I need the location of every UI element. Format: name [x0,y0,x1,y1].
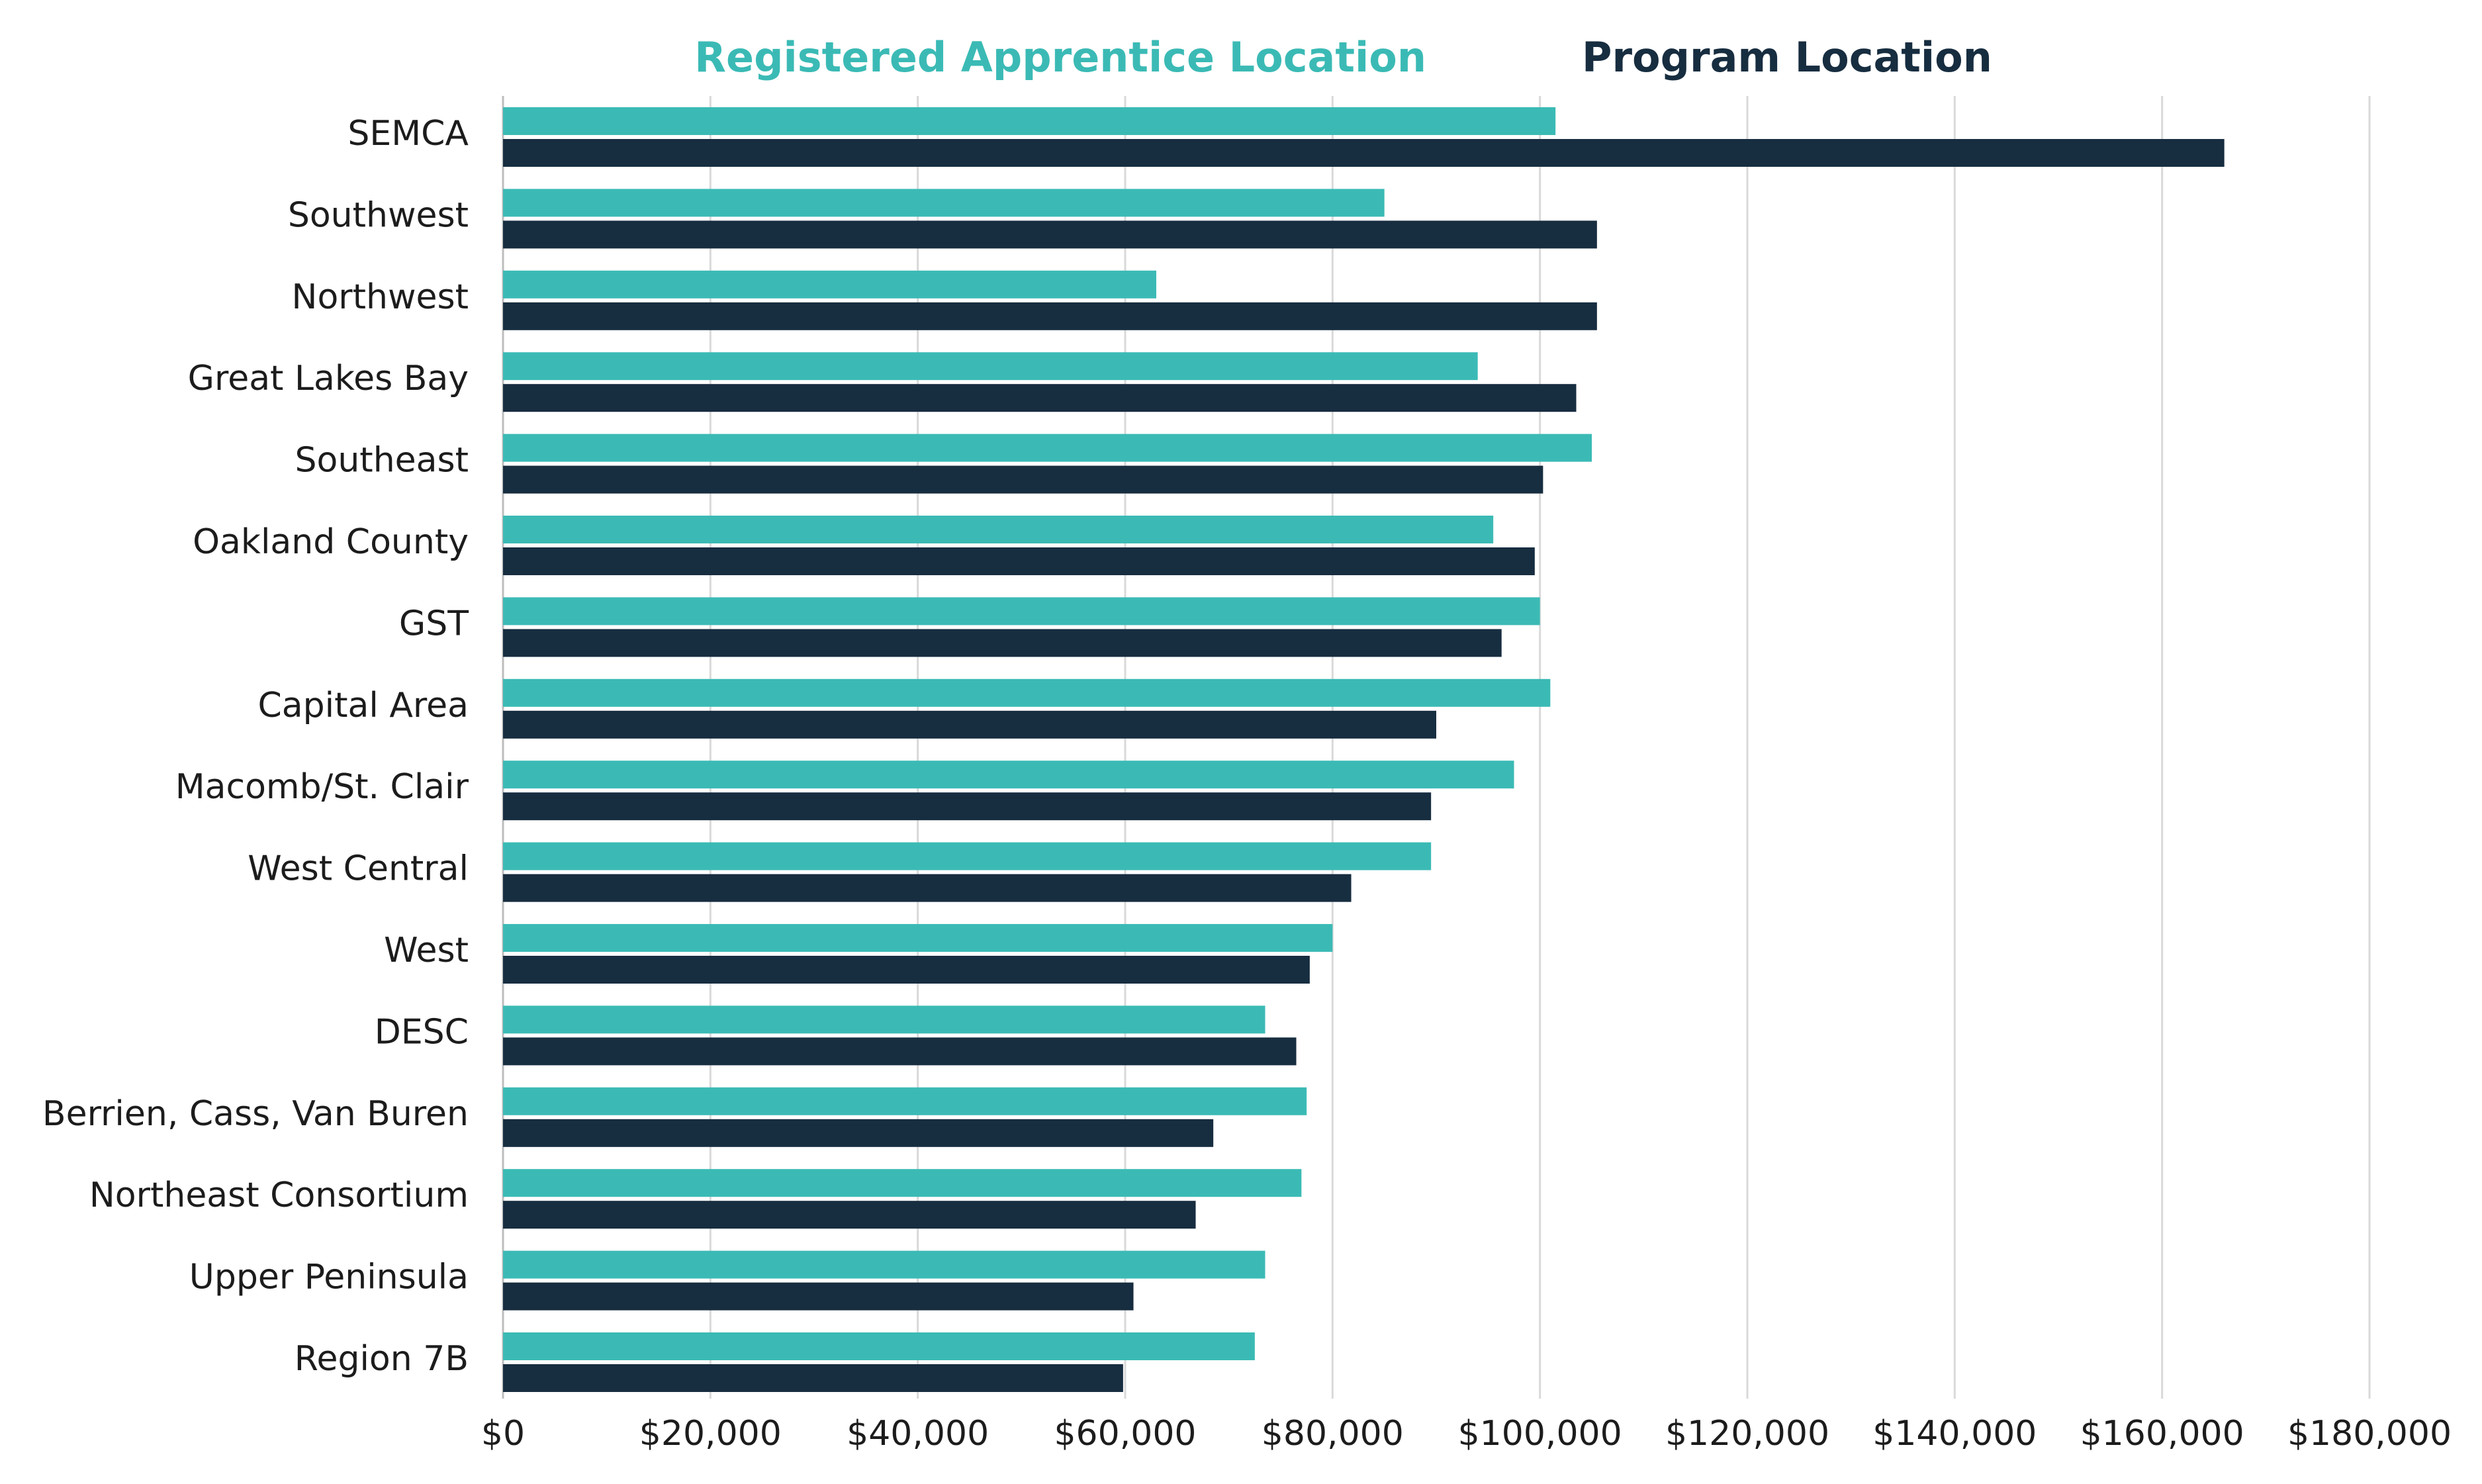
bar-registered-apprentice [503,270,1156,299]
bar-program-location [503,1201,1196,1229]
bar-registered-apprentice [503,516,1494,543]
x-tick-label: $100,000 [1458,1414,1622,1454]
bar-registered-apprentice [503,352,1478,381]
x-tick-label: $80,000 [1262,1414,1404,1454]
bar-registered-apprentice [503,107,1556,135]
bars [503,107,2225,1392]
x-tick-label: $20,000 [639,1414,782,1454]
category-label: DESC [375,1012,469,1052]
category-label: Southwest [288,195,469,235]
legend-entry: Registered Apprentice Location [694,33,1426,81]
bar-program-location [503,629,1502,657]
bar-registered-apprentice [503,1250,1265,1279]
x-tick-label: $180,000 [2287,1414,2452,1454]
bar-program-location [503,710,1436,739]
x-axis-tick-labels: $0 $20,000 $40,000 $60,000 $80,000 $100,000 $1… [481,1414,2452,1454]
category-label: Great Lakes Bay [188,359,469,398]
category-label: Northwest [292,277,469,317]
x-tick-label: $40,000 [847,1414,989,1454]
category-label: Capital Area [257,686,469,725]
bar-program-location [503,1364,1123,1392]
bar-registered-apprentice [503,1087,1307,1115]
bar-registered-apprentice [503,842,1432,870]
bar-registered-apprentice [503,434,1592,462]
category-label: Northeast Consortium [89,1176,469,1215]
bar-program-location [503,465,1543,494]
category-label: SEMCA [347,114,469,154]
bar-program-location [503,139,2225,167]
bar-program-location [503,1282,1134,1311]
bar-registered-apprentice [503,924,1333,952]
category-label: West Central [248,849,469,889]
bar-program-location [503,220,1597,249]
bar-registered-apprentice [503,597,1540,626]
bar-program-location [503,874,1352,902]
bar-registered-apprentice [503,1169,1302,1197]
bar-registered-apprentice [503,189,1385,217]
x-tick-label: $0 [481,1414,525,1454]
bar-program-location [503,792,1432,821]
bar-registered-apprentice [503,761,1514,789]
bar-program-location [503,1119,1214,1147]
category-label: Oakland County [193,522,469,562]
category-label: GST [399,604,469,643]
bar-registered-apprentice [503,678,1551,707]
category-labels: SEMCA Southwest Northwest Great Lakes Bay So… [42,114,469,1379]
bar-registered-apprentice [503,1005,1265,1034]
bar-registered-apprentice [503,1332,1255,1360]
legend-entry: Program Location [1582,33,1992,81]
bar-program-location [503,547,1535,575]
category-label: Berrien, Cass, Van Buren [42,1094,469,1134]
bar-program-location [503,384,1577,412]
category-label: Upper Peninsula [189,1258,469,1297]
bar-program-location [503,956,1310,984]
x-tick-label: $120,000 [1665,1414,1829,1454]
category-label: Region 7B [295,1339,469,1379]
category-label: Southeast [295,441,469,481]
category-label: Macomb/St. Clair [175,767,469,807]
x-tick-label: $160,000 [2080,1414,2244,1454]
bar-program-location [503,1037,1297,1066]
bar-program-location [503,302,1597,330]
x-tick-label: $140,000 [1872,1414,2037,1454]
category-label: West [384,931,469,970]
x-tick-label: $60,000 [1054,1414,1196,1454]
legend: Registered Apprentice Location Program Lo… [694,33,1992,81]
